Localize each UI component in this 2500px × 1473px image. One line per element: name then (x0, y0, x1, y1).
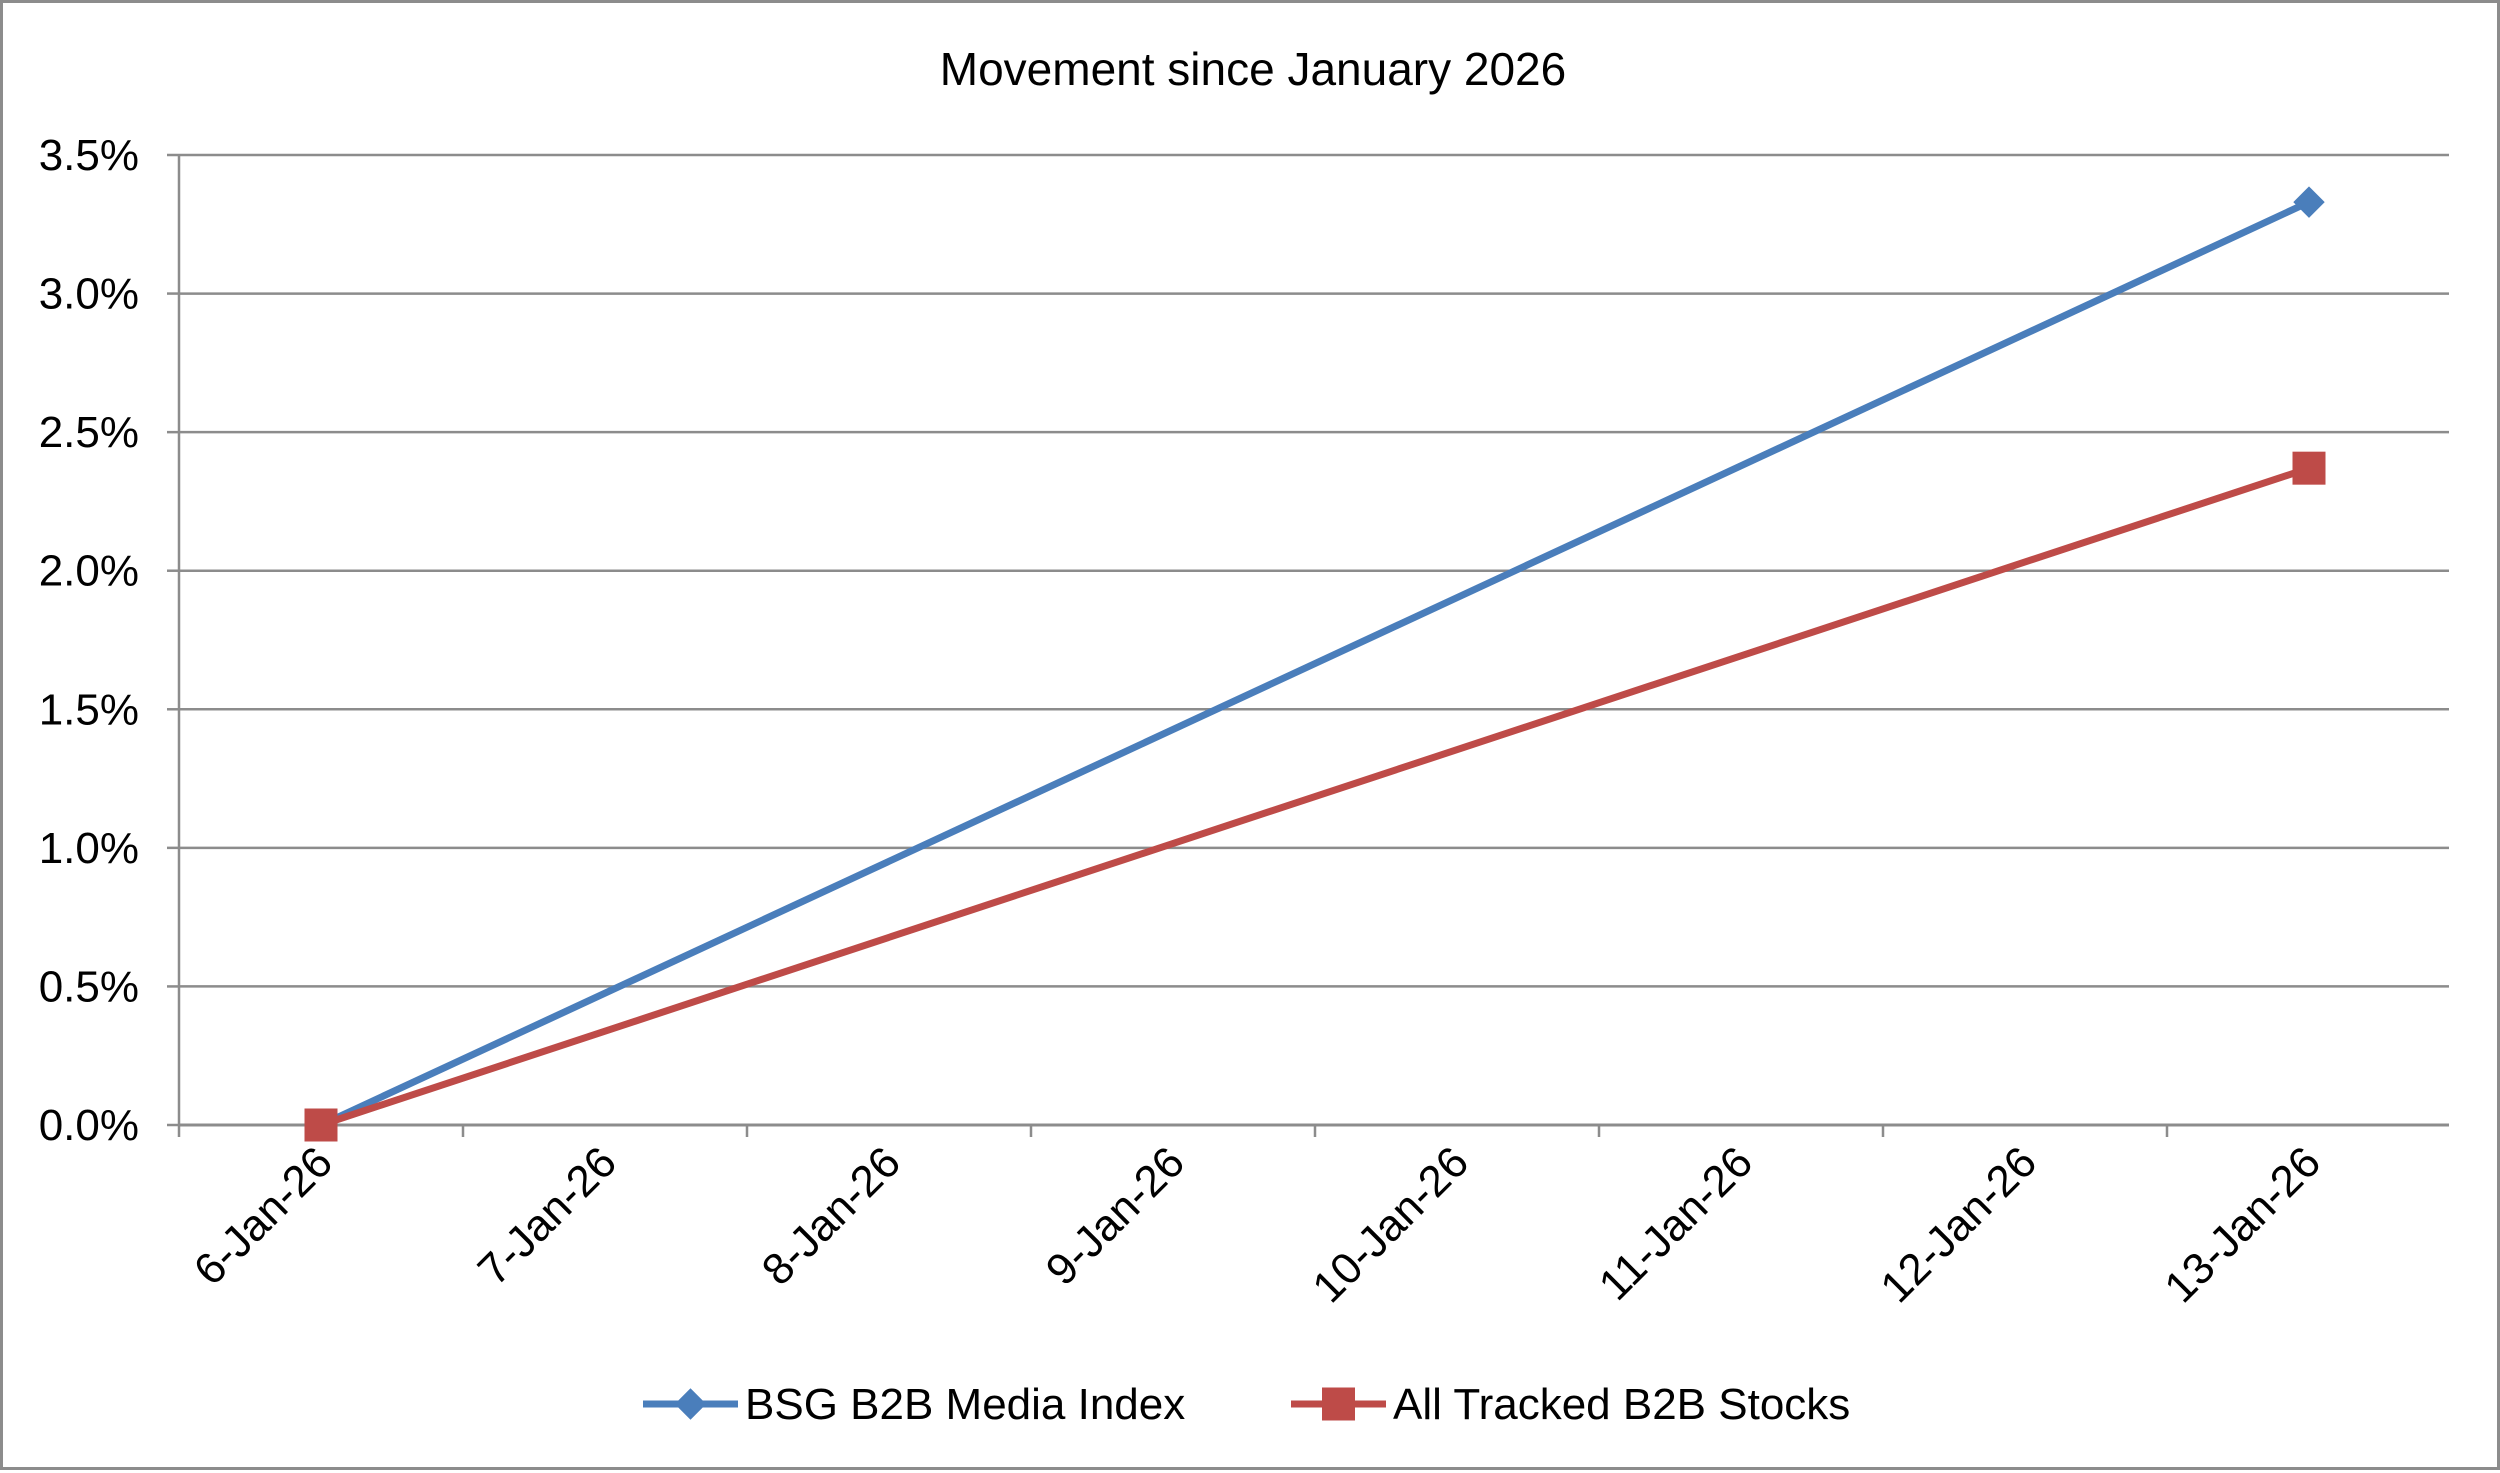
y-axis-tick-labels: 0.0% 0.5% 1.0% 1.5% 2.0% 2.5% 3.0% 3.5% (39, 131, 139, 1150)
gridlines (179, 153, 2449, 988)
series-lines (304, 186, 2326, 1142)
data-point-series-2 (2292, 451, 2326, 485)
x-tick-label: 13-Jan-26 (2155, 1137, 2330, 1312)
legend-item-2: All Tracked B2B Stocks (1291, 1380, 1850, 1429)
x-tick-label: 10-Jan-26 (1303, 1137, 1478, 1312)
legend: BSG B2B Media Index All Tracked B2B Stock… (643, 1380, 1850, 1429)
y-tick-label: 0.0% (39, 1101, 139, 1150)
x-tick-label: 8-Jan-26 (753, 1137, 910, 1294)
legend-swatch-marker (674, 1388, 707, 1420)
series-line-2 (319, 464, 2311, 1129)
legend-item-1: BSG B2B Media Index (643, 1380, 1185, 1429)
y-tick-label: 2.5% (39, 408, 139, 457)
data-point-series-1 (2293, 186, 2325, 218)
y-tick-label: 3.0% (39, 270, 139, 319)
x-tick-label: 11-Jan-26 (1590, 1137, 1762, 1309)
line-chart: Movement since January 2026 0.0% 0.5% 1.0%… (39, 43, 2449, 1429)
legend-label: All Tracked B2B Stocks (1393, 1380, 1850, 1429)
x-tick-label: 7-Jan-26 (469, 1137, 626, 1294)
axes (167, 153, 2449, 1137)
x-axis-tick-labels: 6-Jan-26 7-Jan-26 8-Jan-26 9-Jan-26 10-Jan-2… (185, 1137, 2330, 1312)
x-tick-label: 6-Jan-26 (185, 1137, 342, 1294)
legend-label: BSG B2B Media Index (745, 1380, 1185, 1429)
y-tick-label: 1.0% (39, 824, 139, 873)
chart-title: Movement since January 2026 (940, 43, 1566, 95)
y-tick-label: 0.5% (39, 962, 139, 1011)
data-point-series-2 (304, 1108, 338, 1142)
y-tick-label: 3.5% (39, 131, 139, 180)
series-line-1 (319, 198, 2311, 1129)
x-tick-label: 12-Jan-26 (1871, 1137, 2046, 1312)
x-tick-label: 9-Jan-26 (1037, 1137, 1194, 1294)
y-tick-label: 2.0% (39, 547, 139, 596)
legend-swatch-marker (1322, 1387, 1355, 1421)
y-tick-label: 1.5% (39, 685, 139, 734)
